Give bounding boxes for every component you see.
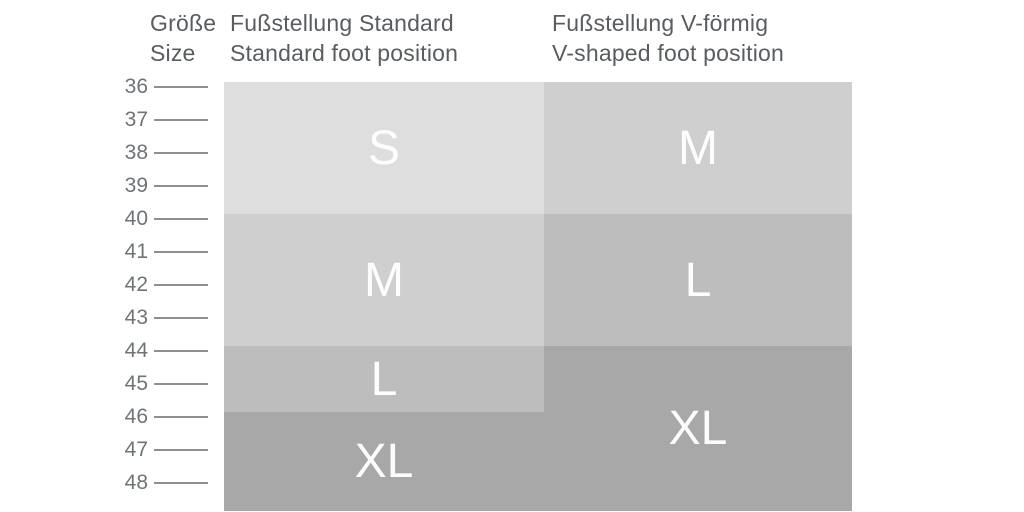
size-tick: 44 — [124, 334, 208, 367]
header-standard-de: Fußstellung Standard — [230, 8, 544, 38]
chart-cells: SMLXLMLXL — [224, 82, 852, 511]
cell-vshape-m: M — [544, 82, 852, 214]
size-tick: 45 — [124, 367, 208, 400]
size-tick-label: 39 — [124, 174, 154, 198]
size-tick-line — [154, 449, 208, 451]
cell-vshape-l: L — [544, 214, 852, 346]
size-chart: Größe Size Fußstellung Standard Standard… — [0, 0, 1024, 512]
size-tick-label: 40 — [124, 207, 154, 231]
size-tick-label: 41 — [124, 240, 154, 264]
size-tick-label: 46 — [124, 405, 154, 429]
header-size-en: Size — [150, 38, 224, 68]
size-tick-line — [154, 218, 208, 220]
header-vshape: Fußstellung V-förmig V-shaped foot posit… — [544, 8, 852, 82]
size-tick-label: 44 — [124, 339, 154, 363]
size-tick-label: 45 — [124, 372, 154, 396]
size-tick-line — [154, 284, 208, 286]
size-tick-line — [154, 317, 208, 319]
size-tick-label: 38 — [124, 141, 154, 165]
size-tick-line — [154, 86, 208, 88]
cell-standard-l: L — [224, 346, 544, 412]
size-tick-line — [154, 416, 208, 418]
size-tick-line — [154, 482, 208, 484]
size-tick-line — [154, 383, 208, 385]
size-tick: 46 — [124, 400, 208, 433]
size-tick-label: 37 — [124, 108, 154, 132]
cell-standard-s: S — [224, 82, 544, 214]
size-tick: 38 — [124, 136, 208, 169]
size-tick: 37 — [124, 103, 208, 136]
size-tick-label: 42 — [124, 273, 154, 297]
cell-vshape-xl: XL — [544, 346, 852, 511]
size-tick-line — [154, 350, 208, 352]
header-standard-en: Standard foot position — [230, 38, 544, 68]
size-ruler: 36 37 38 39 40 41 42 43 44 45 46 47 48 — [124, 70, 208, 499]
size-tick-line — [154, 251, 208, 253]
cell-standard-xl: XL — [224, 412, 544, 511]
size-tick: 41 — [124, 235, 208, 268]
size-tick-label: 48 — [124, 471, 154, 495]
size-tick: 47 — [124, 433, 208, 466]
size-tick-line — [154, 185, 208, 187]
size-tick-label: 43 — [124, 306, 154, 330]
cell-standard-m: M — [224, 214, 544, 346]
header-size-de: Größe — [150, 8, 224, 38]
size-tick-line — [154, 152, 208, 154]
size-tick: 39 — [124, 169, 208, 202]
header-standard: Fußstellung Standard Standard foot posit… — [224, 8, 544, 82]
size-tick: 42 — [124, 268, 208, 301]
size-tick-line — [154, 119, 208, 121]
header-vshape-en: V-shaped foot position — [552, 38, 852, 68]
size-tick: 40 — [124, 202, 208, 235]
header-vshape-de: Fußstellung V-förmig — [552, 8, 852, 38]
size-tick: 48 — [124, 466, 208, 499]
size-tick: 36 — [124, 70, 208, 103]
size-tick-label: 47 — [124, 438, 154, 462]
size-tick-label: 36 — [124, 75, 154, 99]
size-tick: 43 — [124, 301, 208, 334]
